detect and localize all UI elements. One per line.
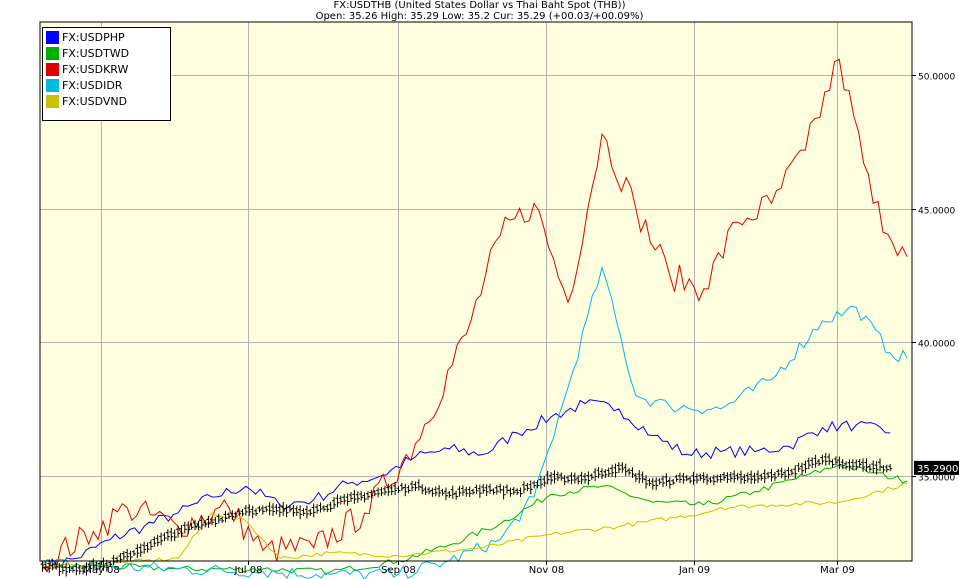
legend-label-usdphp: FX:USDPHP — [62, 31, 125, 44]
y-tick-label: 50.0000 — [918, 73, 955, 83]
series-line-usdphp — [42, 399, 891, 572]
series-line-usdtwd — [42, 464, 908, 576]
legend-label-usdvnd: FX:USDVND — [62, 95, 128, 108]
legend-label-usdtwd: FX:USDTWD — [62, 47, 130, 60]
last-price-label: 35.2900 — [917, 464, 958, 475]
x-tick-label: Jul 08 — [234, 565, 263, 576]
series-line-usdvnd — [42, 483, 908, 568]
x-tick-label: May 08 — [83, 565, 120, 576]
price-bars — [40, 452, 893, 577]
plot-frame — [39, 21, 913, 562]
x-tick-label: Sep 08 — [381, 565, 416, 576]
x-tick-label: Mar 09 — [820, 565, 855, 576]
y-tick-label: 40.0000 — [918, 340, 955, 350]
legend-swatch-usdkrw — [46, 63, 59, 76]
x-tick-label: Jan 09 — [678, 565, 710, 576]
legend-label-usdidr: FX:USDIDR — [62, 79, 123, 92]
series-layer — [41, 58, 908, 579]
legend-item-usdkrw: FX:USDKRW — [46, 62, 128, 77]
legend-item-usdphp: FX:USDPHP — [46, 30, 125, 45]
plot-area — [40, 22, 912, 561]
legend-item-usdtwd: FX:USDTWD — [46, 46, 129, 61]
legend-label-usdkrw: FX:USDKRW — [62, 63, 129, 76]
legend-swatch-usdvnd — [46, 95, 59, 108]
legend-swatch-usdphp — [46, 31, 59, 44]
series-line-usdidr — [42, 265, 908, 579]
last-price-marker — [914, 460, 959, 475]
legend-swatch-usdtwd — [46, 47, 59, 60]
grid-lines — [40, 22, 912, 561]
y-tick-label: 45.0000 — [918, 207, 955, 217]
legend: FX:USDPHP FX:USDTWD FX:USDKRW FX:USDIDR … — [42, 27, 171, 121]
chart-title: FX:USDTHB (United States Dollar vs Thai … — [333, 0, 626, 11]
series-line-usdkrw — [41, 58, 908, 573]
y-tick-label: 35.0000 — [918, 474, 955, 484]
ohlc-readout: Open: 35.26 High: 35.29 Low: 35.2 Cur: 3… — [315, 11, 644, 22]
legend-item-usdidr: FX:USDIDR — [46, 78, 122, 93]
legend-swatch-usdidr — [46, 79, 59, 92]
axis-labels: May 08 Jul 08 Sep 08 Nov 08 Jan 09 Mar 09 50.0… — [83, 73, 959, 576]
x-tick-label: Nov 08 — [529, 565, 564, 576]
legend-item-usdvnd: FX:USDVND — [46, 94, 127, 109]
